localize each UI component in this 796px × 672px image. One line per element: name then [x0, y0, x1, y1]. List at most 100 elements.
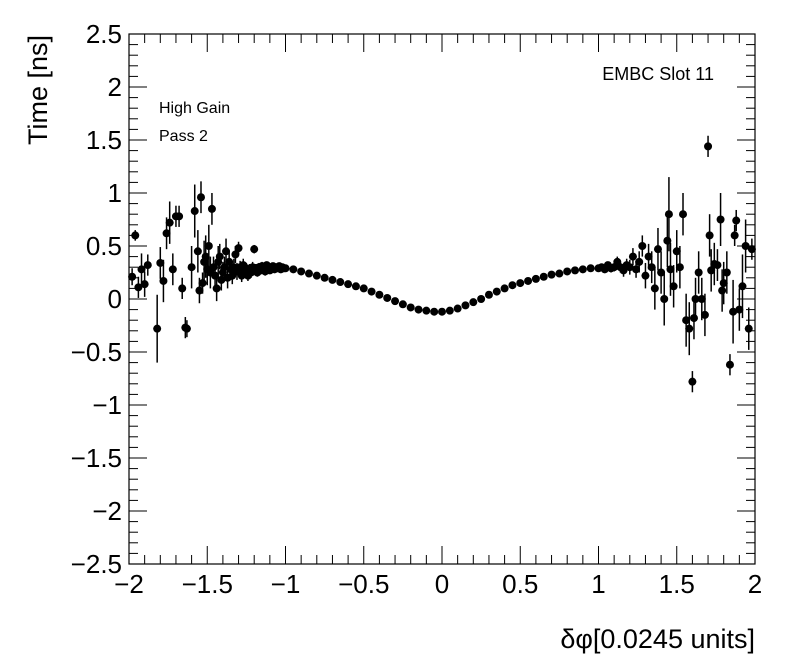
data-point [281, 264, 290, 273]
data-point [539, 272, 548, 281]
data-point [165, 218, 174, 227]
data-point [193, 247, 202, 256]
data-point [705, 231, 714, 240]
data-point [718, 286, 727, 295]
x-tick-label: −0.5 [338, 569, 389, 599]
data-point [500, 284, 509, 293]
y-tick-label: 2.5 [86, 19, 122, 49]
data-point [414, 305, 423, 314]
data-point [143, 261, 152, 270]
data-point [653, 245, 662, 254]
data-point [741, 242, 750, 250]
y-tick-label: −1.5 [71, 443, 122, 473]
data-point [578, 265, 587, 274]
data-point [722, 268, 731, 277]
data-point [666, 265, 675, 274]
data-point [669, 282, 678, 291]
x-tick-label: 2 [748, 569, 762, 599]
data-point [207, 204, 216, 213]
data-point [675, 263, 684, 272]
y-tick-label: 0 [108, 284, 122, 314]
data-point [516, 279, 525, 288]
data-point [182, 324, 191, 333]
data-point [657, 268, 666, 277]
data-point [647, 263, 656, 272]
data-point [422, 306, 431, 315]
x-tick-label: 0.5 [502, 569, 538, 599]
data-point [707, 266, 716, 275]
data-point [234, 244, 243, 253]
data-point [691, 295, 700, 303]
data-point [638, 242, 647, 250]
data-point [713, 261, 722, 270]
y-tick-label: 1.5 [86, 125, 122, 155]
y-tick-label: 0.5 [86, 231, 122, 261]
data-point [700, 310, 709, 319]
data-point [738, 282, 747, 291]
data-point [304, 269, 313, 278]
data-point [628, 252, 637, 261]
data-point [586, 264, 595, 273]
data-point [685, 324, 694, 333]
data-point [140, 280, 149, 289]
data-point [531, 274, 540, 283]
y-tick-label: −2 [92, 496, 122, 526]
data-point [716, 215, 725, 224]
y-tick-label: 2 [108, 72, 122, 102]
data-point [445, 306, 454, 315]
data-point [697, 295, 706, 303]
x-tick-label: 0 [435, 569, 449, 599]
data-point [430, 307, 439, 316]
data-point [215, 252, 224, 261]
data-point [735, 305, 744, 314]
data-point [134, 283, 143, 292]
data-point [682, 316, 691, 325]
data-point [453, 304, 462, 313]
data-point [220, 263, 229, 272]
data-point [744, 324, 753, 333]
annotation-line2: Pass 2 [159, 128, 208, 145]
x-tick-label: −1 [271, 569, 301, 599]
data-point [461, 301, 470, 310]
data-point [406, 303, 415, 312]
data-point [508, 281, 517, 290]
data-point [660, 295, 669, 303]
data-point [729, 307, 738, 316]
data-point [635, 257, 644, 266]
tick-labels: −2 −1.5 −1 −0.5 0 0.5 1 1.5 2−2.5−2−1.5−1−0.500.… [71, 19, 763, 599]
data-point [153, 324, 162, 333]
data-point [625, 263, 634, 272]
annotation-line1: High Gain [159, 100, 230, 117]
y-tick-label: 1 [108, 178, 122, 208]
data-point [212, 284, 221, 293]
data-point [664, 210, 673, 219]
y-tick-label: −0.5 [71, 337, 122, 367]
data-point [178, 284, 187, 293]
data-point [195, 286, 204, 295]
data-point [196, 193, 205, 202]
data-point [484, 290, 493, 299]
x-tick-label: −2 [114, 569, 144, 599]
data-point [725, 360, 734, 369]
data-point [156, 258, 165, 267]
data-point [730, 231, 739, 240]
x-tick-label: 1.5 [659, 569, 695, 599]
data-point [367, 287, 376, 296]
data-point [694, 268, 703, 277]
data-point [289, 265, 298, 274]
data-point [159, 276, 168, 285]
x-axis-label: δφ[0.0245 units] [560, 624, 755, 654]
data-point [375, 290, 384, 299]
data-point [679, 210, 688, 219]
annotation-top-right: EMBC Slot 11 [602, 64, 714, 84]
data-points [128, 135, 756, 393]
x-tick-label: −1.5 [182, 569, 233, 599]
data-point [477, 295, 486, 303]
data-point [492, 287, 501, 296]
data-point [438, 307, 446, 316]
data-point [168, 265, 177, 274]
data-point [672, 247, 681, 256]
y-axis-label: Time [ns] [23, 35, 53, 145]
data-point [571, 266, 580, 275]
